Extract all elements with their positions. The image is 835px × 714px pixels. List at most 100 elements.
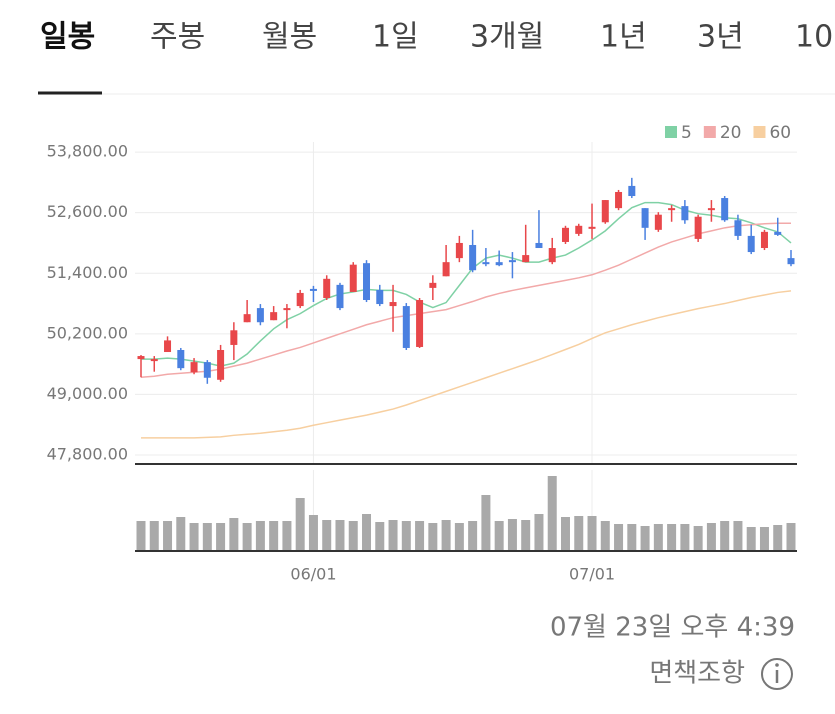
volume-bar — [229, 518, 239, 551]
candle-body — [402, 306, 410, 348]
timestamp: 07월 23일 오후 4:39 — [550, 613, 795, 643]
y-tick-label: 49,000.00 — [47, 384, 128, 403]
volume-bar — [534, 514, 544, 551]
candle-body — [309, 288, 317, 291]
volume-bar — [388, 520, 398, 551]
candle-body — [787, 258, 795, 265]
candle-body — [561, 227, 569, 242]
candle-body — [707, 208, 715, 211]
volume-bar — [481, 495, 491, 551]
volume-bar — [202, 523, 212, 551]
candle-body — [455, 242, 463, 259]
tab[interactable]: 3개월 — [470, 20, 544, 55]
candle-body — [681, 206, 689, 221]
volume-bar — [441, 520, 451, 551]
volume-bar — [733, 521, 743, 551]
y-tick-label: 53,800.00 — [47, 142, 128, 161]
volume-bar — [322, 520, 332, 551]
info-icon[interactable] — [761, 658, 793, 690]
candle-body — [668, 208, 676, 211]
volume-bar — [667, 524, 677, 551]
volume-bar — [468, 521, 478, 551]
candle-body — [150, 359, 158, 362]
candle-body — [323, 278, 331, 298]
candle-body — [243, 314, 251, 323]
volume-bar — [136, 521, 146, 551]
tab[interactable]: 주봉 — [150, 20, 205, 55]
candle-body — [270, 312, 278, 321]
candle-body — [535, 242, 543, 249]
volume-bar — [282, 521, 292, 551]
volume-bar — [428, 523, 438, 551]
volume-bar — [574, 516, 584, 551]
volume-bar — [189, 523, 199, 551]
ma-line — [141, 201, 792, 367]
candle-body — [296, 292, 304, 307]
volume-bar — [720, 521, 730, 551]
volume-bar — [269, 521, 279, 551]
volume-bar — [693, 526, 703, 551]
volume-bar — [521, 520, 531, 551]
x-tick-label: 06/01 — [290, 565, 336, 584]
volume-bar — [759, 527, 769, 551]
volume-bar — [149, 521, 159, 551]
candle-body — [482, 262, 490, 265]
tab[interactable]: 일봉 — [40, 20, 95, 55]
volume-bar — [547, 476, 557, 551]
volume-bar — [773, 525, 783, 551]
legend-swatch — [703, 126, 716, 138]
candle-body — [442, 262, 450, 277]
candle-body — [774, 231, 782, 235]
volume-bar — [454, 523, 464, 551]
volume-bar — [680, 524, 690, 551]
y-tick-label: 47,800.00 — [47, 445, 128, 464]
candle-body — [721, 198, 729, 221]
x-tick-label: 07/01 — [569, 565, 615, 584]
volume-bar — [653, 524, 663, 551]
candle-body — [575, 225, 583, 234]
ma-line — [141, 290, 792, 439]
candle-body — [376, 289, 384, 305]
volume-bar — [216, 523, 226, 551]
legend-swatch — [753, 126, 766, 138]
candle-body — [336, 284, 344, 309]
tab[interactable]: 1년 — [600, 20, 647, 55]
volume-bar — [295, 498, 305, 551]
candle-body — [641, 208, 649, 228]
candle-body — [389, 302, 397, 307]
tab[interactable]: 10 — [795, 20, 833, 55]
volume-bar — [640, 526, 650, 551]
candle-body — [469, 244, 477, 271]
candle-body — [694, 216, 702, 239]
volume-bar — [415, 521, 425, 551]
volume-bar — [706, 523, 716, 551]
tab[interactable]: 1일 — [372, 20, 419, 55]
candle-body — [508, 260, 516, 263]
volume-bar — [375, 522, 385, 551]
disclaimer[interactable]: 면책조항 — [649, 659, 745, 689]
volume-bar — [627, 524, 637, 551]
legend-label: 20 — [720, 123, 742, 143]
volume-bar — [335, 520, 345, 551]
tab[interactable]: 월봉 — [262, 20, 317, 55]
candle-body — [283, 308, 291, 311]
ma-line — [140, 222, 791, 379]
candle-body — [760, 231, 768, 249]
volume-bar — [786, 523, 796, 551]
tab[interactable]: 3년 — [697, 20, 744, 55]
candle-body — [601, 200, 609, 223]
volume-bar — [362, 514, 372, 551]
volume-bar — [176, 517, 186, 551]
volume-bar — [746, 527, 756, 551]
legend-label: 5 — [681, 123, 692, 143]
y-tick-label: 52,600.00 — [47, 202, 128, 221]
candle-body — [363, 263, 371, 301]
volume-bar — [587, 516, 597, 551]
candle-body — [734, 220, 742, 236]
candle-body — [429, 282, 437, 288]
candle-body — [588, 226, 596, 229]
candle-body — [416, 300, 424, 347]
candle-body — [522, 255, 530, 263]
volume-bar — [600, 521, 610, 551]
